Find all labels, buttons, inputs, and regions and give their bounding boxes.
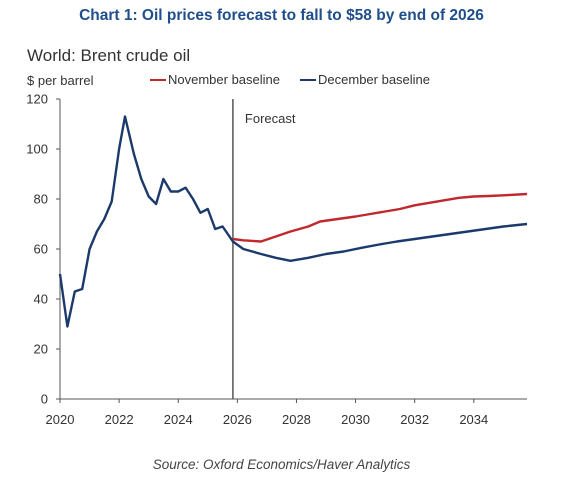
x-tick-label: 2032: [400, 412, 429, 427]
forecast-annotation: Forecast: [245, 111, 296, 126]
series-line-november: [232, 192, 528, 243]
chart-title: Chart 1: Oil prices forecast to fall to …: [79, 7, 484, 24]
x-tick-label: 2024: [164, 412, 193, 427]
y-tick-label: 100: [26, 142, 48, 157]
legend-item-november: November baseline: [150, 72, 280, 87]
chart-source: Source: Oxford Economics/Haver Analytics: [152, 457, 411, 472]
legend-item-december: December baseline: [300, 72, 430, 87]
legend-swatch-november: [150, 78, 166, 81]
legend-label-december: December baseline: [318, 72, 431, 87]
legend-swatch-december: [300, 78, 317, 81]
y-tick-label: 20: [34, 342, 48, 357]
y-tick-label: 120: [26, 92, 48, 107]
x-tick-label: 2030: [341, 412, 370, 427]
x-tick-label: 2028: [282, 412, 311, 427]
legend-label-november: November baseline: [168, 72, 281, 87]
series-line-december: [58, 115, 528, 328]
x-tick-label: 2034: [459, 412, 488, 427]
chart-subtitle: World: Brent crude oil: [27, 46, 191, 65]
x-tick-label: 2020: [46, 412, 75, 427]
y-tick-label: 60: [34, 242, 48, 257]
y-tick-label: 0: [41, 392, 48, 407]
y-tick-label: 80: [34, 192, 48, 207]
y-axis-label: $ per barrel: [27, 73, 94, 88]
y-tick-label: 40: [34, 292, 48, 307]
x-tick-label: 2026: [223, 412, 252, 427]
x-tick-label: 2022: [105, 412, 134, 427]
legend: November baseline December baseline: [150, 72, 450, 87]
